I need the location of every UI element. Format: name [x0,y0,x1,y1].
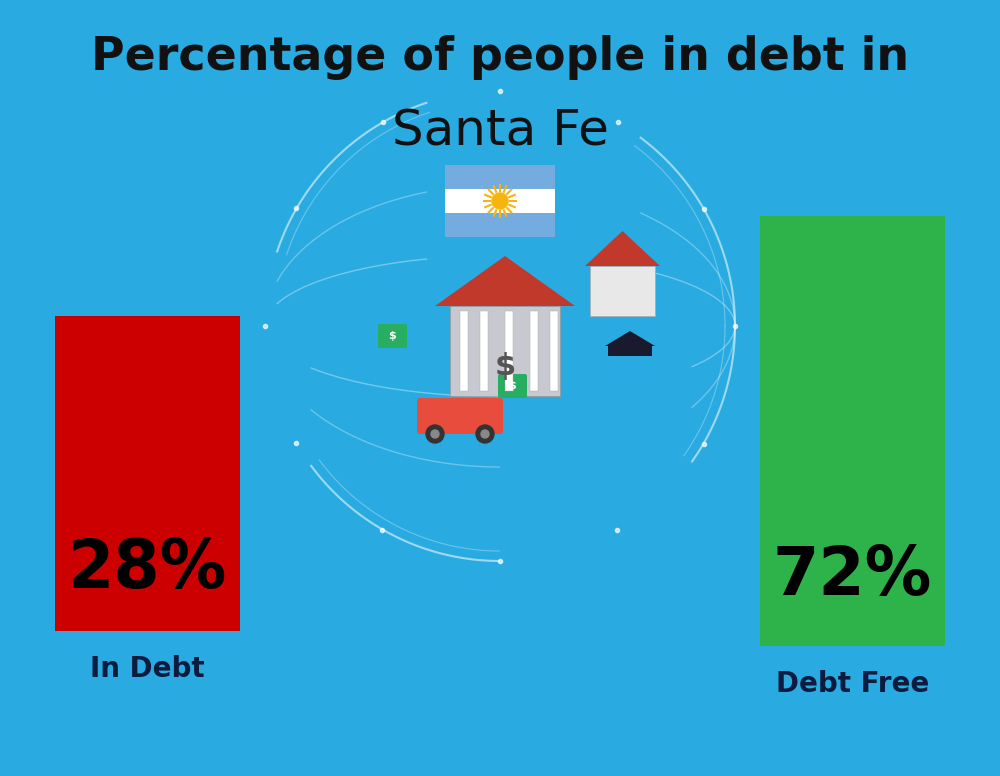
FancyBboxPatch shape [530,311,538,391]
FancyBboxPatch shape [460,311,468,391]
Text: Debt Free: Debt Free [776,670,929,698]
FancyBboxPatch shape [55,316,240,631]
FancyBboxPatch shape [445,189,555,213]
Text: 72%: 72% [773,543,932,609]
FancyBboxPatch shape [760,216,945,646]
Text: 28%: 28% [68,536,227,602]
FancyBboxPatch shape [480,311,488,391]
Circle shape [431,430,439,438]
FancyBboxPatch shape [378,324,407,348]
FancyBboxPatch shape [445,165,555,189]
Text: $: $ [494,352,516,380]
Text: Santa Fe: Santa Fe [392,107,608,155]
FancyBboxPatch shape [505,311,513,391]
FancyBboxPatch shape [417,398,503,434]
Circle shape [476,425,494,443]
FancyBboxPatch shape [498,374,527,398]
Text: $: $ [508,381,516,391]
Circle shape [426,425,444,443]
Polygon shape [605,331,655,346]
Polygon shape [435,256,575,306]
FancyBboxPatch shape [445,213,555,237]
Circle shape [481,430,489,438]
Text: $: $ [388,331,396,341]
Text: Percentage of people in debt in: Percentage of people in debt in [91,36,909,81]
FancyBboxPatch shape [550,311,558,391]
FancyBboxPatch shape [450,306,560,396]
Text: In Debt: In Debt [90,655,205,683]
Circle shape [492,193,508,209]
Polygon shape [585,231,660,266]
FancyBboxPatch shape [590,266,655,316]
FancyBboxPatch shape [608,344,652,356]
